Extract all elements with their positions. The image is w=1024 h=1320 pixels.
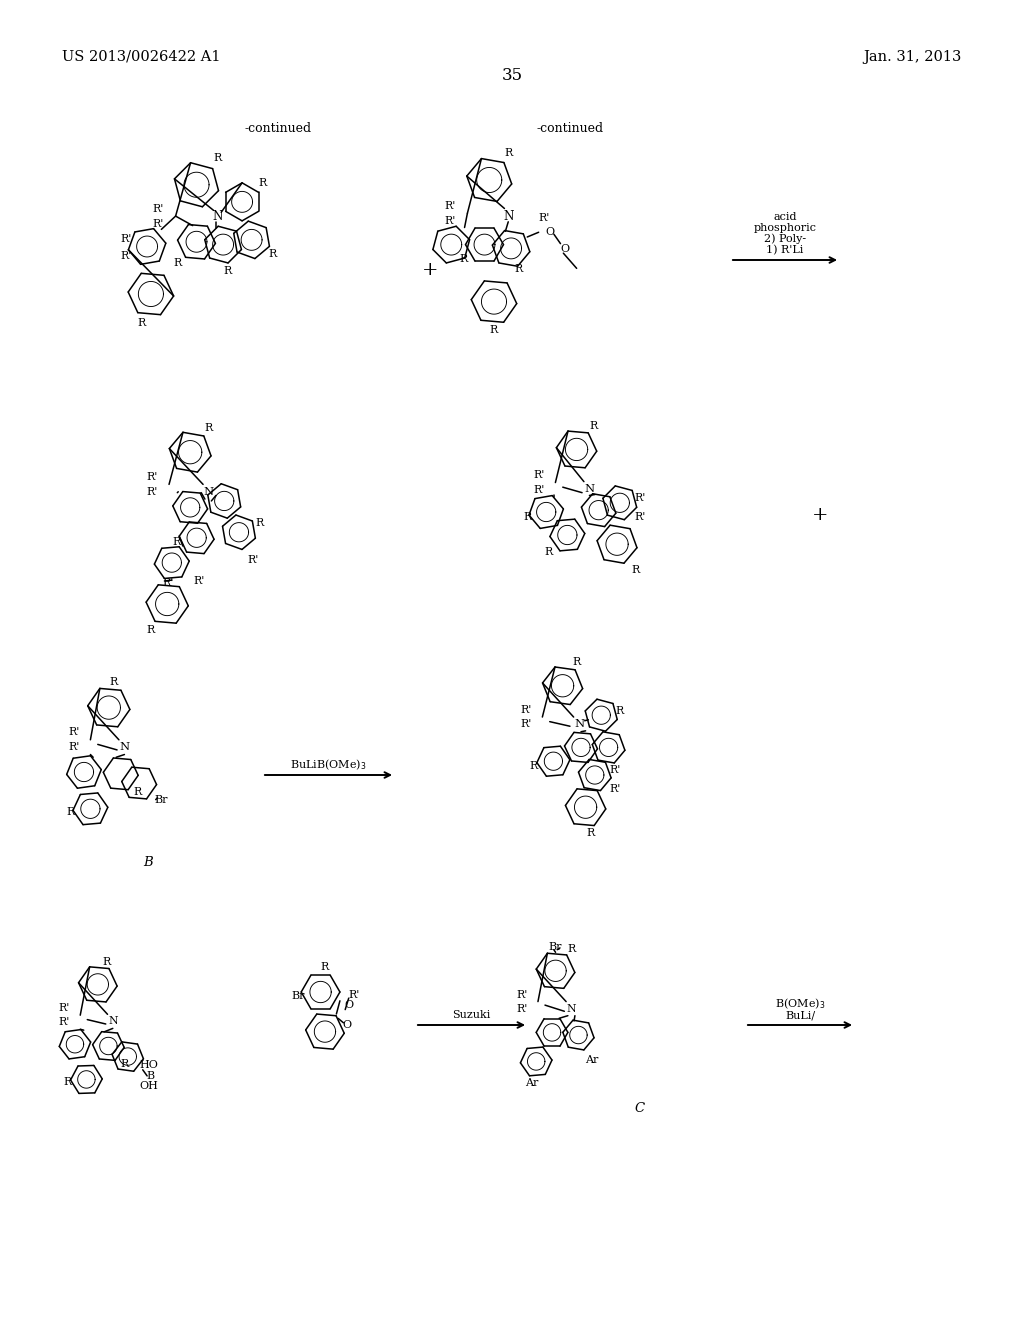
Text: R': R'	[348, 990, 359, 999]
Text: 35: 35	[502, 66, 522, 83]
Text: R: R	[255, 517, 263, 528]
Text: O: O	[561, 244, 569, 255]
Text: R: R	[120, 1059, 128, 1069]
Text: -continued: -continued	[537, 121, 603, 135]
Text: R: R	[632, 565, 640, 576]
Text: Ar: Ar	[525, 1078, 539, 1089]
Text: O: O	[342, 1019, 351, 1030]
Text: R': R'	[153, 219, 164, 228]
Text: R: R	[146, 624, 155, 635]
Text: R': R'	[69, 727, 80, 738]
Text: R': R'	[444, 216, 456, 226]
Text: acid: acid	[773, 213, 797, 222]
Text: 2) Poly-: 2) Poly-	[764, 234, 806, 244]
Text: Br: Br	[549, 942, 562, 952]
Text: R: R	[62, 1077, 71, 1088]
Text: R': R'	[634, 494, 646, 503]
Text: R: R	[567, 944, 575, 954]
Text: R': R'	[153, 203, 164, 214]
Text: 1) R'Li: 1) R'Li	[766, 244, 804, 255]
Text: N: N	[204, 487, 214, 496]
Text: R': R'	[520, 719, 531, 730]
Text: R: R	[133, 787, 141, 797]
Text: R: R	[504, 148, 512, 158]
Text: N: N	[108, 1016, 118, 1027]
Text: R': R'	[163, 578, 174, 587]
Text: R: R	[321, 962, 329, 973]
Text: Br: Br	[155, 795, 168, 805]
Text: Suzuki: Suzuki	[453, 1010, 490, 1020]
Text: Br: Br	[291, 991, 304, 1002]
Text: R: R	[110, 677, 118, 686]
Text: O: O	[546, 227, 555, 238]
Text: -continued: -continued	[245, 121, 311, 135]
Text: R: R	[489, 325, 498, 335]
Text: R': R'	[634, 512, 646, 521]
Text: Jan. 31, 2013: Jan. 31, 2013	[863, 50, 962, 63]
Text: R': R'	[194, 576, 205, 586]
Text: R': R'	[121, 234, 132, 244]
Text: R': R'	[516, 1003, 527, 1014]
Text: R: R	[259, 178, 267, 187]
Text: R: R	[172, 537, 180, 548]
Text: +: +	[812, 506, 828, 524]
Text: R': R'	[539, 213, 550, 223]
Text: R': R'	[58, 1018, 70, 1027]
Text: phosphoric: phosphoric	[754, 223, 816, 234]
Text: R': R'	[146, 487, 158, 496]
Text: +: +	[422, 261, 438, 279]
Text: R': R'	[444, 201, 456, 211]
Text: OH: OH	[139, 1081, 159, 1092]
Text: B(OMe)$_3$: B(OMe)$_3$	[775, 997, 825, 1011]
Text: R: R	[523, 512, 531, 521]
Text: R: R	[586, 828, 594, 838]
Text: R': R'	[609, 766, 621, 775]
Text: US 2013/0026422 A1: US 2013/0026422 A1	[62, 50, 220, 63]
Text: BuLiB(OMe)$_3$: BuLiB(OMe)$_3$	[290, 758, 367, 772]
Text: R: R	[102, 957, 111, 966]
Text: HO: HO	[139, 1060, 159, 1071]
Text: R: R	[205, 424, 213, 433]
Text: R': R'	[534, 470, 545, 480]
Text: R: R	[223, 267, 232, 276]
Text: BuLi/: BuLi/	[785, 1010, 815, 1020]
Text: N: N	[585, 484, 595, 494]
Text: R: R	[529, 760, 538, 771]
Text: Ar: Ar	[585, 1055, 598, 1065]
Text: C: C	[635, 1101, 645, 1114]
Text: R: R	[137, 318, 145, 327]
Text: R: R	[572, 657, 581, 667]
Text: R: R	[213, 153, 221, 164]
Text: R': R'	[247, 554, 258, 565]
Text: R': R'	[146, 473, 158, 482]
Text: N: N	[566, 1003, 577, 1014]
Text: R': R'	[516, 990, 527, 999]
Text: N: N	[574, 719, 585, 730]
Text: O: O	[344, 1001, 353, 1010]
Text: R: R	[66, 807, 75, 817]
Text: R: R	[615, 706, 624, 715]
Text: R': R'	[609, 784, 621, 793]
Text: N: N	[212, 210, 222, 223]
Text: R: R	[268, 249, 276, 259]
Text: R': R'	[121, 251, 132, 261]
Text: B: B	[143, 855, 153, 869]
Text: R: R	[589, 421, 597, 432]
Text: R: R	[460, 253, 468, 264]
Text: R: R	[515, 264, 523, 275]
Text: R': R'	[58, 1003, 70, 1014]
Text: R: R	[545, 546, 553, 557]
Text: R: R	[173, 257, 181, 268]
Text: R': R'	[520, 705, 531, 714]
Text: N: N	[120, 742, 129, 752]
Text: N: N	[503, 210, 513, 223]
Text: R': R'	[534, 484, 545, 495]
Text: B: B	[146, 1071, 155, 1081]
Text: R': R'	[69, 742, 80, 752]
